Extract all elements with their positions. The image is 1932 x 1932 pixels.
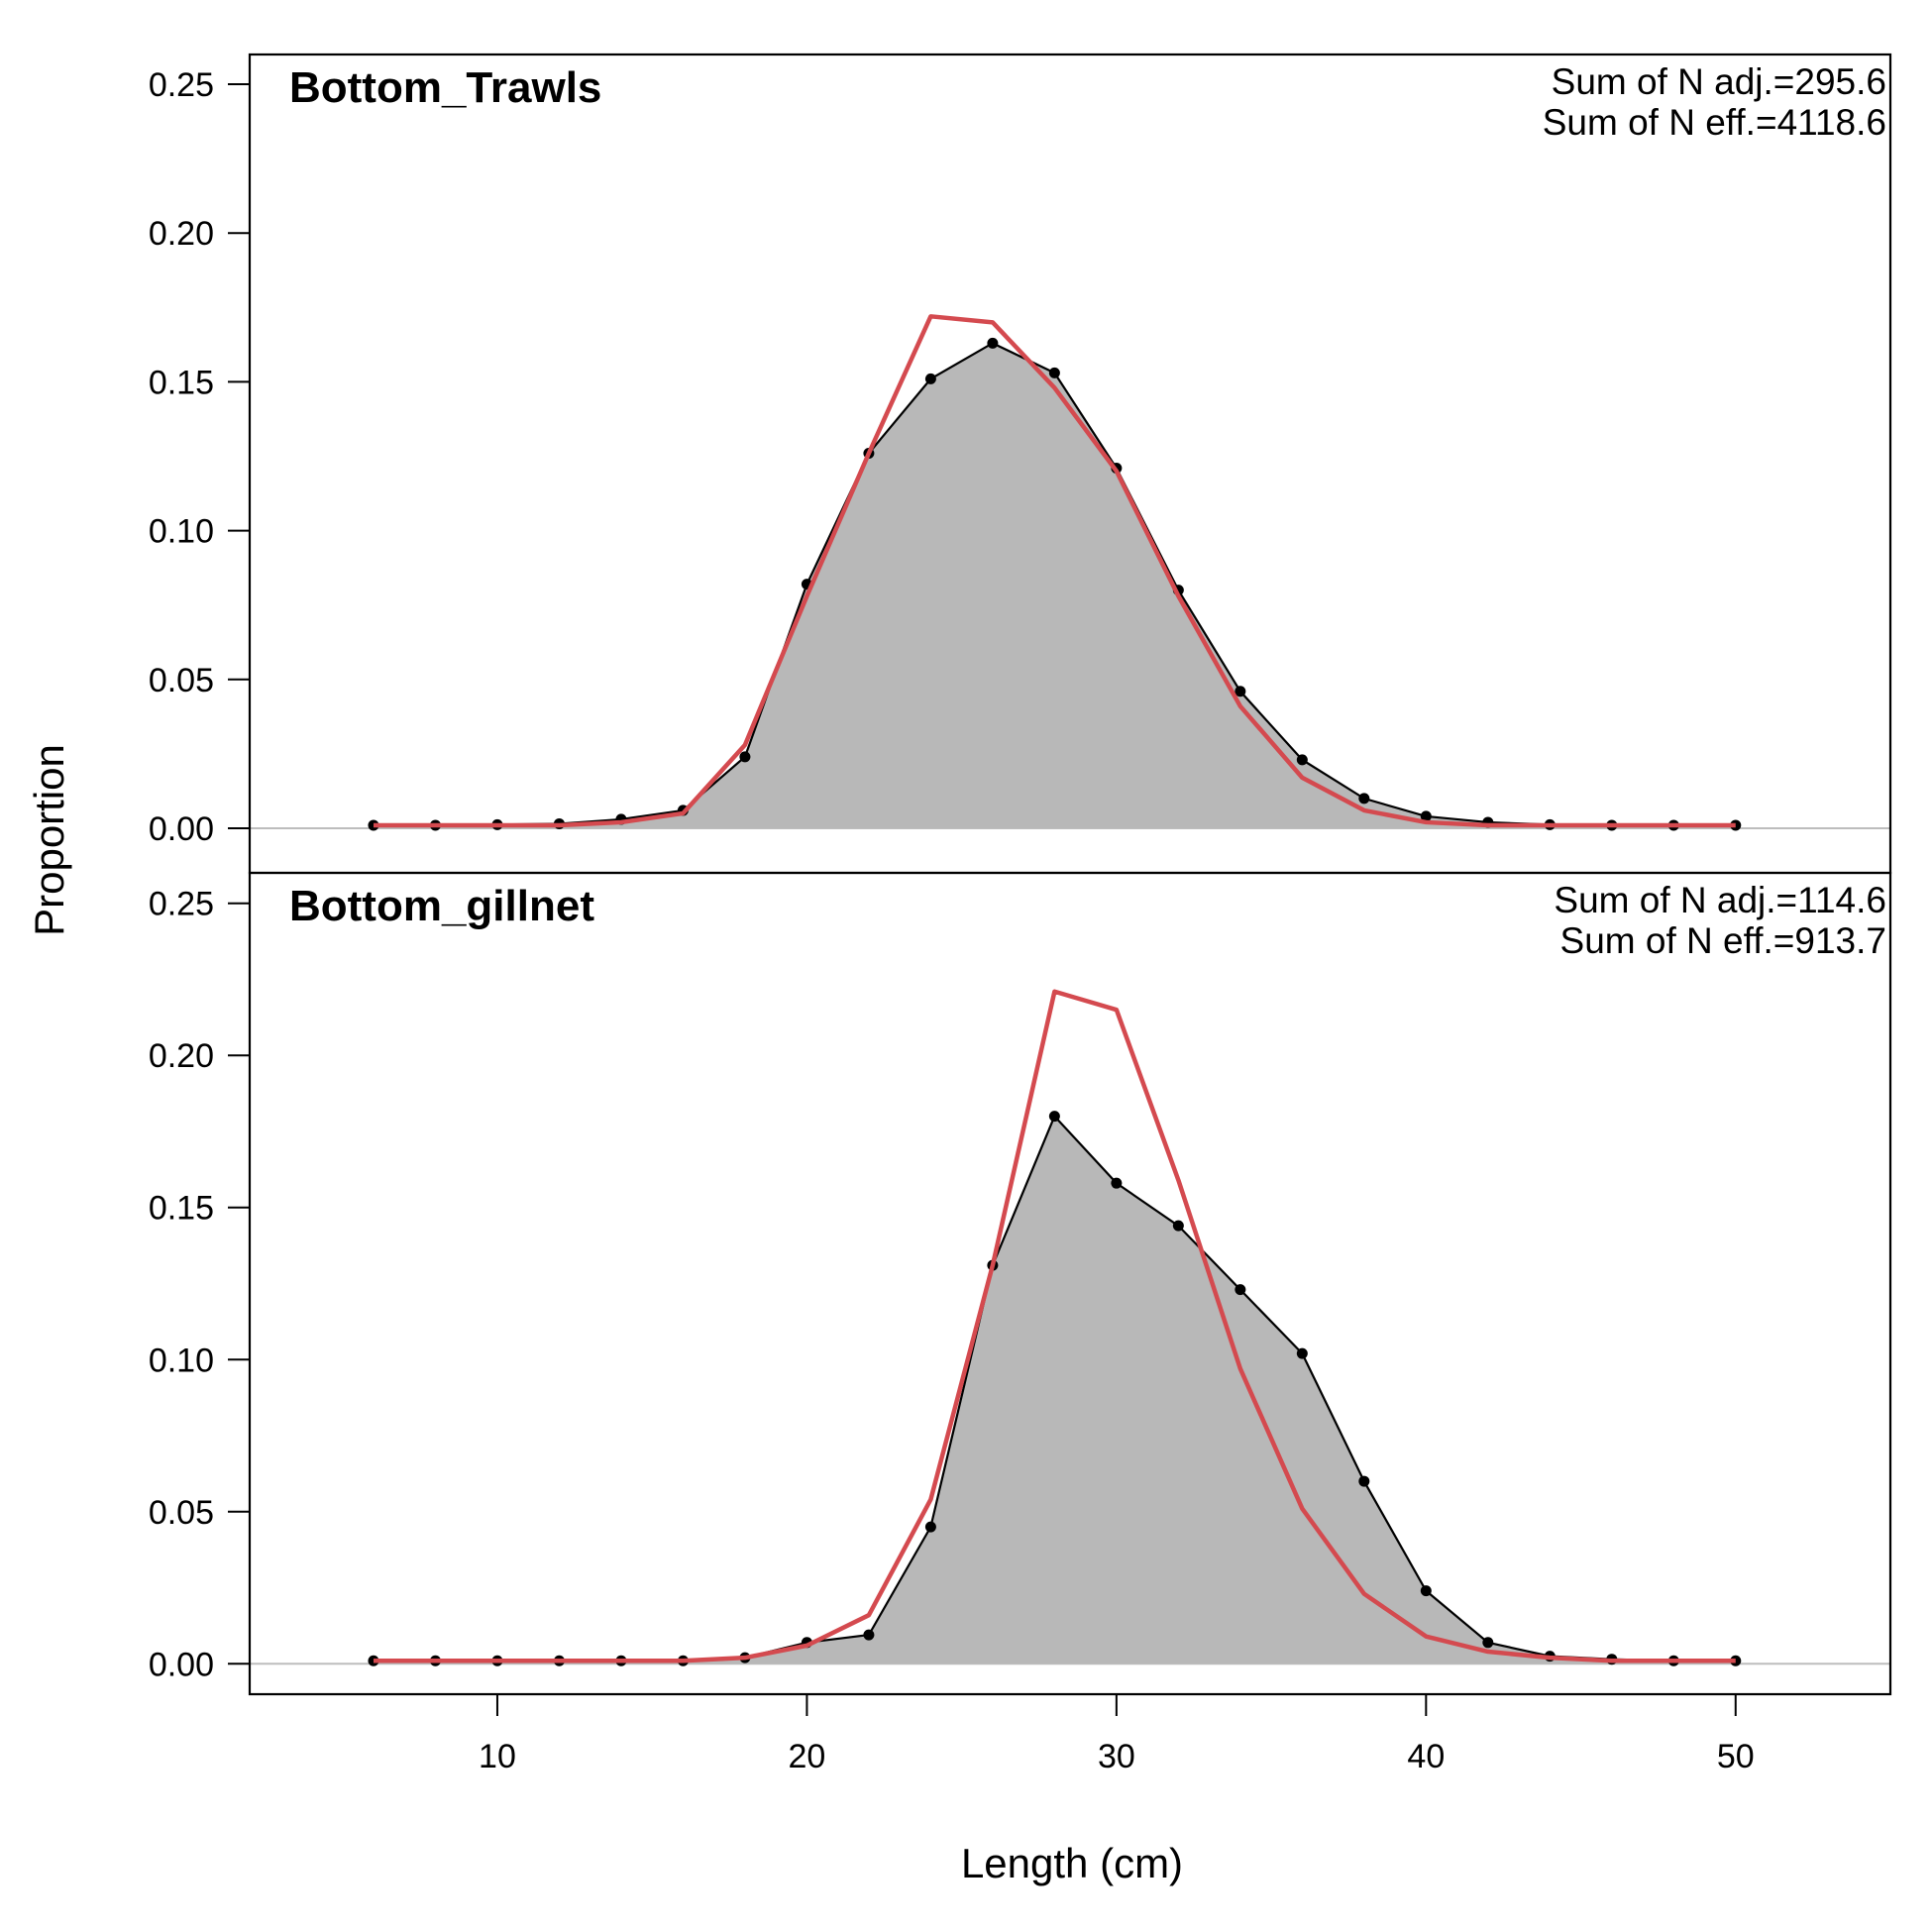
- y-tick-label: 0.10: [149, 513, 214, 551]
- y-tick-label: 0.00: [149, 810, 214, 848]
- y-tick-label: 0.15: [149, 364, 214, 401]
- observed-point: [1482, 1637, 1494, 1649]
- x-tick-label: 20: [789, 1738, 826, 1775]
- panel-title: Bottom_Trawls: [289, 63, 601, 112]
- observed-point: [987, 337, 999, 349]
- x-axis: 10 20 30 40 50: [479, 1694, 1755, 1775]
- panel-annotation: Sum of N adj.=295.6: [1552, 61, 1886, 102]
- y-tick-label: 0.25: [149, 886, 214, 923]
- y-tick-label: 0.05: [149, 1494, 214, 1532]
- x-axis-title: Length (cm): [961, 1840, 1183, 1886]
- y-tick-label: 0.05: [149, 662, 214, 699]
- observed-point: [1296, 754, 1308, 766]
- observed-point: [924, 1521, 936, 1533]
- panel-title: Bottom_gillnet: [289, 882, 594, 930]
- y-tick-label: 0.10: [149, 1342, 214, 1379]
- y-tick-label: 0.15: [149, 1190, 214, 1228]
- y-axis-title: Proportion: [26, 744, 72, 936]
- observed-area: [373, 343, 1736, 828]
- observed-point: [1234, 1284, 1246, 1296]
- panel-annotation: Sum of N eff.=4118.6: [1543, 102, 1886, 143]
- y-tick-label: 0.20: [149, 1037, 214, 1075]
- observed-point: [1111, 1177, 1123, 1189]
- chart-panels: 0.00 0.05 0.10 0.15 0.20 0.25 Bottom_Trawls Sum…: [149, 53, 1892, 1696]
- panel-1: 0.00 0.05 0.10 0.15 0.20 0.25 Bottom_Trawls Sum…: [149, 53, 1892, 875]
- expected-line: [373, 989, 1736, 1664]
- observed-point: [1296, 1347, 1308, 1359]
- x-tick-label: 40: [1407, 1738, 1445, 1775]
- y-tick-label: 0.20: [149, 215, 214, 253]
- x-tick-label: 30: [1098, 1738, 1135, 1775]
- x-tick-label: 10: [479, 1738, 516, 1775]
- observed-point: [863, 1629, 875, 1641]
- y-tick-label: 0.25: [149, 66, 214, 104]
- observed-area: [373, 1116, 1736, 1664]
- panel-annotation: Sum of N adj.=114.6: [1554, 880, 1886, 920]
- observed-point: [1234, 686, 1246, 698]
- y-tick-label: 0.00: [149, 1646, 214, 1683]
- observed-point: [924, 373, 936, 384]
- observed-point: [1420, 810, 1432, 822]
- observed-point: [739, 751, 751, 763]
- panel-frame: [248, 871, 1892, 1696]
- observed-point: [1358, 1475, 1370, 1487]
- panel-annotation: Sum of N eff.=913.7: [1560, 920, 1886, 961]
- panel-2: 0.00 0.05 0.10 0.15 0.20 0.25 Bottom_gillnet Su…: [149, 871, 1892, 1696]
- observed-point: [1172, 1220, 1184, 1232]
- x-tick-label: 50: [1717, 1738, 1755, 1775]
- expected-line: [373, 314, 1736, 828]
- observed-point: [1048, 367, 1060, 378]
- observed-point: [1048, 1111, 1060, 1123]
- observed-point: [1420, 1585, 1432, 1597]
- observed-point: [1358, 793, 1370, 805]
